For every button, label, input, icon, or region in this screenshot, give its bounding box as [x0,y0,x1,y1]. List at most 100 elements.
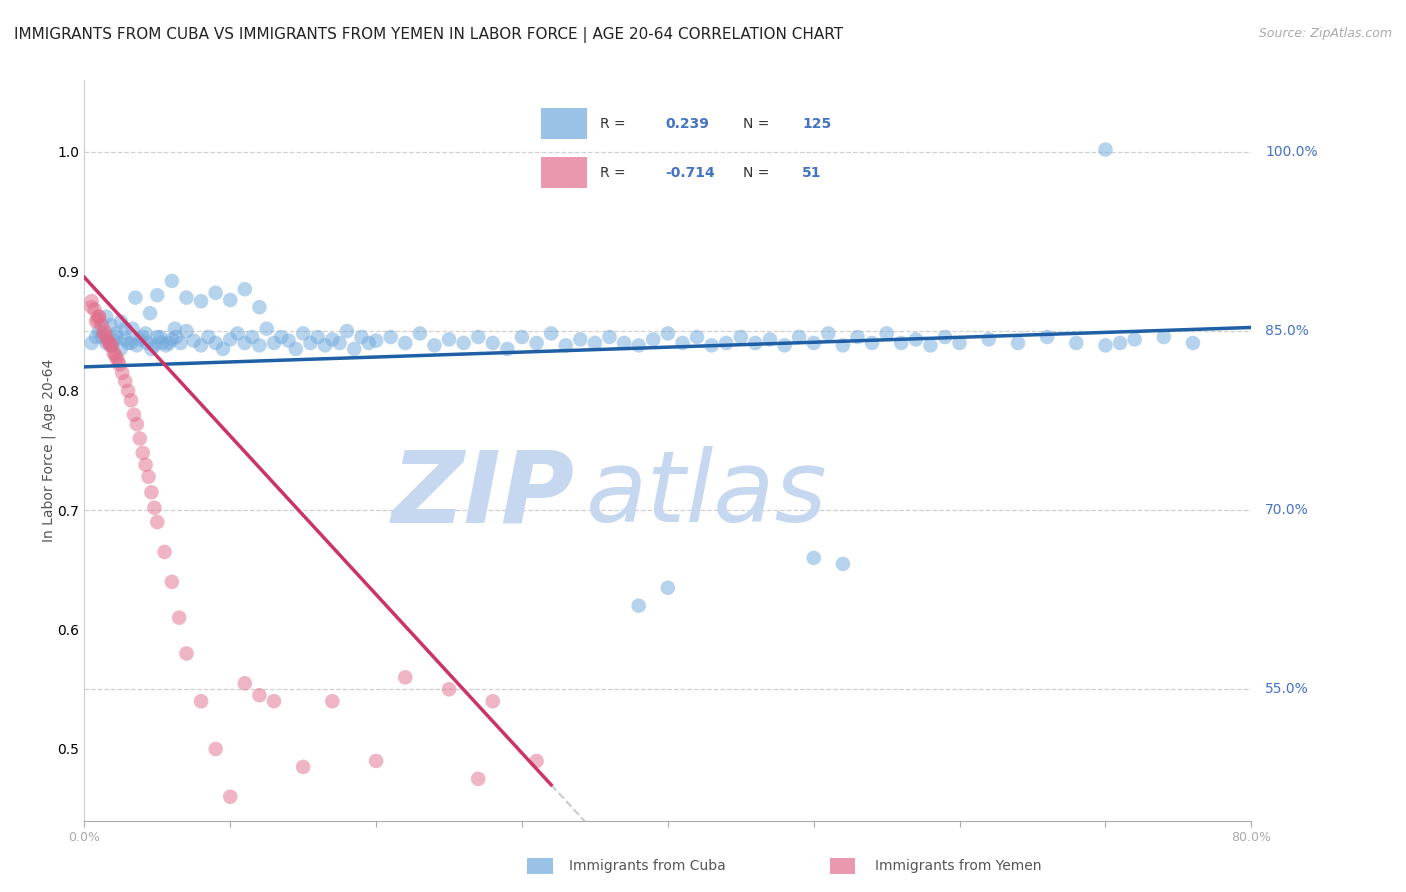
Point [176,324,198,338]
Point [759,332,782,346]
Point [240,330,263,344]
Point [80,294,103,309]
Point [482,336,505,351]
Point [197,330,219,344]
Point [157,336,180,351]
Point [90,330,112,344]
Point [146,330,169,344]
Point [124,291,146,305]
Point [249,338,271,352]
Point [114,321,136,335]
Point [128,432,150,446]
Point [277,334,299,348]
Point [526,754,548,768]
Text: IMMIGRANTS FROM CUBA VS IMMIGRANTS FROM YEMEN IN LABOR FORCE | AGE 20-64 CORRELA: IMMIGRANTS FROM CUBA VS IMMIGRANTS FROM … [14,27,844,43]
Point [121,321,143,335]
Point [135,326,157,341]
Point [163,321,186,335]
Text: ZIP: ZIP [391,446,575,543]
Point [657,326,679,341]
Point [146,288,169,302]
Point [219,789,242,804]
Point [256,321,278,335]
Text: 70.0%: 70.0% [1265,503,1309,517]
Point [204,336,226,351]
Point [671,336,693,351]
Point [100,338,122,352]
Point [153,545,176,559]
Text: Immigrants from Yemen: Immigrants from Yemen [875,859,1040,873]
Point [977,332,1000,346]
Point [299,336,322,351]
Point [87,310,110,324]
Point [920,338,942,352]
Point [204,742,226,756]
Point [219,332,242,346]
Point [467,330,489,344]
Point [890,336,912,351]
Point [803,336,825,351]
Point [284,342,307,356]
Point [1109,336,1132,351]
Point [657,581,679,595]
Point [613,336,636,351]
Point [108,358,131,372]
Point [686,330,709,344]
Point [120,336,142,351]
Point [1123,332,1146,346]
Point [394,670,416,684]
Point [321,694,343,708]
Point [149,330,172,344]
Point [270,330,292,344]
Point [453,336,475,351]
Point [233,676,256,690]
Point [219,293,242,307]
Point [1007,336,1029,351]
Point [1094,338,1116,352]
Point [730,330,752,344]
Point [96,336,118,351]
Point [1094,143,1116,157]
Point [350,330,373,344]
Point [143,500,166,515]
Point [773,338,796,352]
Point [204,285,226,300]
Point [138,469,160,483]
Point [101,338,124,352]
Point [292,760,315,774]
Point [100,318,122,332]
Point [540,326,562,341]
Point [1153,330,1175,344]
Point [117,336,139,351]
Point [643,332,665,346]
Point [98,336,121,351]
Text: 85.0%: 85.0% [1265,324,1309,338]
Point [787,330,810,344]
Point [132,330,155,344]
Point [139,306,162,320]
Point [87,310,110,324]
Point [876,326,898,341]
Point [904,332,927,346]
Point [132,446,155,460]
Point [846,330,869,344]
Point [125,338,148,352]
Point [212,342,235,356]
Point [165,330,187,344]
Point [292,326,315,341]
Point [190,294,212,309]
Point [160,574,183,589]
Point [103,334,125,348]
Point [176,647,198,661]
Text: 100.0%: 100.0% [1265,145,1317,159]
Point [336,324,359,338]
Point [110,342,132,356]
Point [141,485,163,500]
Point [233,282,256,296]
Point [307,330,329,344]
Point [249,300,271,314]
Point [84,330,107,344]
Point [128,332,150,346]
Point [190,694,212,708]
Point [599,330,621,344]
